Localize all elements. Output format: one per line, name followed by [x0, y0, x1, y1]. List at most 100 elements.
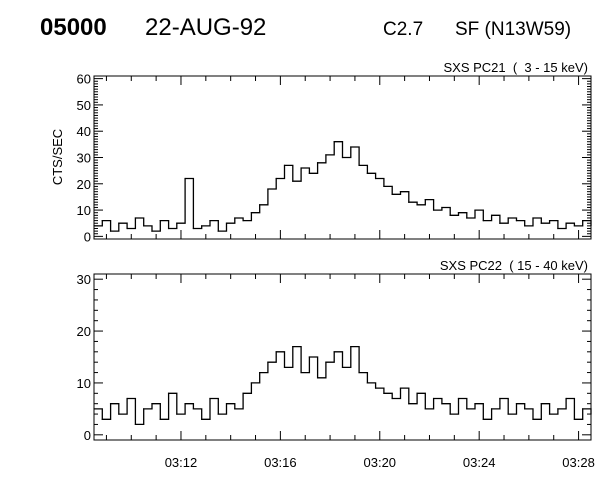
- data-point: [134, 217, 137, 219]
- data-point: [267, 188, 269, 190]
- data-point: [300, 371, 302, 374]
- y-tick-label: 30: [77, 151, 91, 166]
- data-point: [292, 346, 294, 348]
- data-point: [466, 217, 468, 219]
- panel-title-pc22: SXS PC22 ( 15 - 40 keV): [440, 258, 588, 273]
- data-point: [441, 403, 443, 405]
- data-point: [383, 185, 385, 188]
- data-point: [424, 408, 426, 410]
- y-tick-label: 30: [77, 272, 91, 287]
- data-point: [557, 408, 559, 410]
- data-point: [366, 382, 368, 384]
- data-point: [184, 177, 186, 180]
- data-point: [101, 219, 103, 222]
- y-axis-label: CTS/SEC: [50, 129, 65, 185]
- data-point: [283, 164, 286, 166]
- data-point: [234, 408, 236, 410]
- data-point: [167, 227, 170, 230]
- data-point: [565, 397, 567, 400]
- data-point: [134, 423, 137, 426]
- plot-frame: [93, 273, 592, 441]
- data-point: [582, 408, 584, 410]
- data-point: [416, 392, 418, 394]
- data-point: [408, 403, 410, 405]
- data-point: [532, 217, 534, 219]
- data-point: [391, 397, 393, 400]
- data-point: [201, 418, 203, 420]
- data-point: [399, 191, 402, 193]
- count-rate-series-0: [94, 141, 592, 232]
- data-point: [424, 198, 426, 201]
- data-point: [275, 351, 277, 353]
- data-point: [457, 212, 460, 214]
- data-point: [457, 397, 460, 400]
- data-point: [242, 219, 244, 222]
- data-point: [209, 219, 211, 222]
- observation-date: 22-AUG-92: [145, 14, 267, 41]
- data-point: [201, 225, 203, 227]
- data-point: [482, 418, 484, 420]
- data-point: [126, 397, 128, 400]
- data-point: [449, 413, 451, 415]
- data-point: [358, 164, 360, 166]
- data-point: [515, 219, 518, 222]
- data-point: [192, 227, 194, 230]
- data-point: [283, 366, 286, 368]
- panel-title-pc21: SXS PC21 ( 3 - 15 keV): [443, 60, 588, 75]
- data-point: [482, 219, 484, 222]
- data-point: [441, 206, 443, 209]
- data-point: [491, 214, 493, 216]
- data-point: [325, 361, 327, 363]
- data-point: [151, 403, 153, 405]
- data-point: [184, 403, 186, 405]
- count-rate-series-1: [94, 345, 592, 426]
- data-point: [259, 204, 261, 206]
- data-point: [308, 356, 310, 358]
- x-tick-label: 03:24: [463, 455, 496, 470]
- data-point: [524, 225, 526, 227]
- data-point: [491, 408, 493, 410]
- data-point: [151, 230, 153, 232]
- data-point: [540, 222, 542, 224]
- data-point: [474, 403, 476, 405]
- data-point: [375, 177, 377, 180]
- data-point: [358, 371, 360, 374]
- data-point: [225, 403, 228, 405]
- y-tick-label: 40: [77, 124, 91, 139]
- data-point: [325, 154, 327, 156]
- data-point: [524, 408, 526, 410]
- y-tick-label: 50: [77, 98, 91, 113]
- data-point: [557, 227, 559, 230]
- data-point: [234, 217, 236, 219]
- data-point: [242, 392, 244, 394]
- data-point: [250, 382, 252, 384]
- flare-class: C2.7: [383, 19, 424, 40]
- data-point: [515, 403, 518, 405]
- flare-location: SF (N13W59): [455, 19, 572, 40]
- data-point: [217, 413, 219, 415]
- data-point: [449, 214, 451, 216]
- data-point: [350, 346, 352, 348]
- data-point: [433, 209, 435, 211]
- data-point: [143, 408, 145, 410]
- data-point: [93, 225, 95, 227]
- data-point: [416, 204, 418, 206]
- data-point: [474, 209, 476, 211]
- x-tick-label: 03:20: [364, 455, 397, 470]
- data-point: [217, 230, 219, 232]
- y-tick-label: 60: [77, 72, 91, 87]
- y-tick-label: 0: [84, 229, 91, 244]
- data-point: [109, 403, 112, 405]
- data-point: [333, 351, 335, 353]
- data-point: [540, 403, 542, 405]
- data-point: [499, 397, 501, 400]
- data-point: [565, 222, 567, 224]
- data-point: [176, 413, 178, 415]
- data-point: [101, 418, 103, 420]
- data-point: [548, 413, 551, 415]
- x-tick-label: 03:16: [264, 455, 297, 470]
- data-point: [192, 408, 194, 410]
- data-point: [292, 180, 294, 182]
- x-tick-label: 03:12: [165, 455, 198, 470]
- data-point: [118, 222, 120, 224]
